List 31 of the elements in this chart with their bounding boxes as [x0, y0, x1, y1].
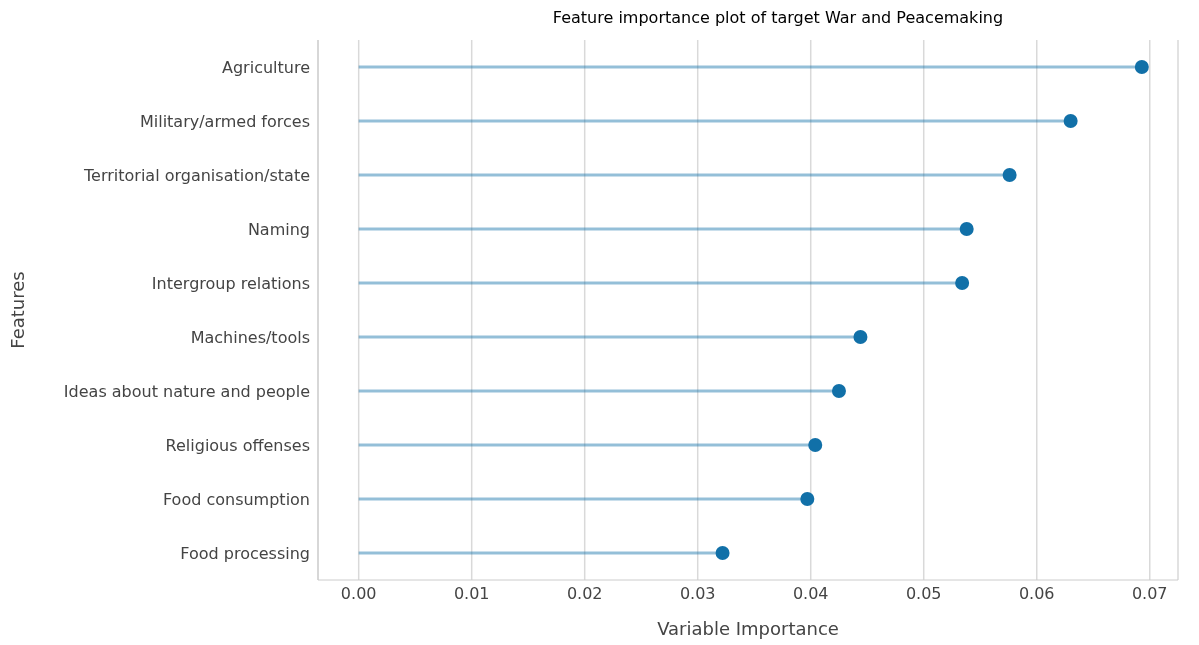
- point: [1002, 168, 1017, 182]
- chart-title: Feature importance plot of target War and Peacemaking: [551, 8, 1005, 29]
- point: [959, 222, 974, 236]
- x-tick-label: 0.03: [679, 584, 716, 604]
- y-tick-label: Territorial organisation/state: [83, 165, 310, 185]
- y-tick-label: Machines/tools: [190, 327, 310, 347]
- point: [853, 330, 868, 344]
- point: [831, 384, 846, 398]
- x-tick-label: 0.04: [792, 584, 829, 604]
- y-tick-label: Religious offenses: [165, 435, 310, 455]
- point: [715, 546, 730, 560]
- point: [1063, 114, 1078, 128]
- y-tick-label: Military/armed forces: [139, 111, 310, 131]
- x-tick-label: 0.06: [1018, 584, 1055, 604]
- y-tick-label: Food consumption: [162, 489, 310, 509]
- point: [800, 492, 815, 506]
- y-tick-label: Ideas about nature and people: [63, 381, 310, 401]
- y-tick-label: Naming: [247, 219, 310, 239]
- point: [808, 438, 823, 452]
- x-tick-label: 0.05: [905, 584, 942, 604]
- x-axis-title: Variable Importance: [657, 618, 839, 639]
- y-tick-label: Intergroup relations: [151, 273, 310, 293]
- x-tick-label: 0.00: [340, 584, 377, 604]
- x-tick-label: 0.02: [566, 584, 603, 604]
- point: [1134, 60, 1149, 74]
- y-axis-title: Features: [7, 271, 29, 349]
- point: [955, 276, 970, 290]
- y-tick-label: Food processing: [180, 543, 310, 563]
- y-tick-label: Agriculture: [222, 57, 310, 77]
- x-tick-label: 0.07: [1131, 584, 1168, 604]
- x-tick-label: 0.01: [453, 584, 490, 604]
